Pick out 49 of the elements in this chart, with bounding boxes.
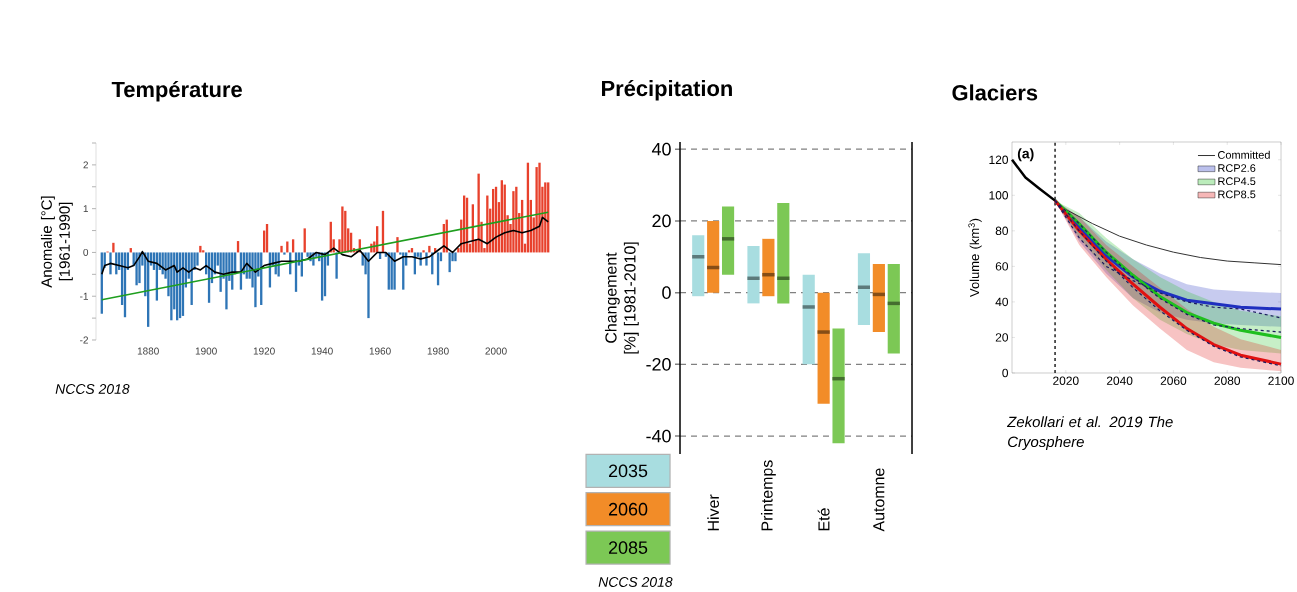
x-tick-label: 1980 — [427, 347, 449, 355]
y-tick-label: 100 — [989, 191, 1009, 200]
y-tick-label: -2 — [80, 336, 88, 344]
y-tick-label: 40 — [995, 297, 1009, 307]
y-tick-label: 60 — [995, 262, 1009, 271]
x-tick-label: Hiver — [707, 494, 719, 531]
text: 2035 — [609, 464, 648, 478]
y-tick-label: -40 — [646, 429, 671, 443]
y-tick-label: 0 — [1002, 368, 1009, 378]
y-axis-title: Anomalie [°C] [1961-1990] — [40, 196, 73, 288]
x-tick-label: 2080 — [1214, 376, 1241, 385]
y-tick-label: 20 — [652, 214, 671, 228]
x-tick-label: Printemps — [760, 460, 776, 531]
legend-label: RCP4.5 — [1218, 177, 1256, 186]
y-tick-label: 2 — [83, 161, 88, 169]
text: NCCS 2018 — [598, 577, 673, 587]
chart-title: Glaciers — [952, 84, 1038, 101]
x-tick-label: 1940 — [311, 347, 333, 355]
x-tick-label: 1900 — [195, 347, 217, 355]
y-tick-label: 120 — [989, 155, 1009, 164]
y-tick-label: 0 — [83, 248, 89, 256]
y-tick-label: 0 — [662, 286, 671, 299]
text: Zekollari et al. 2019 The Cryosphere — [1006, 416, 1173, 451]
text: NCCS 2018 — [55, 384, 130, 394]
y-tick-label: -20 — [646, 357, 671, 371]
annotation: (a) — [1017, 148, 1034, 162]
legend-label: Committed — [1218, 150, 1270, 159]
text: 2085 — [609, 541, 648, 554]
x-tick-label: 2000 — [485, 347, 507, 355]
x-tick-label: 1960 — [369, 347, 391, 355]
x-tick-label: 1880 — [137, 347, 159, 355]
y-tick-label: -1 — [80, 292, 88, 300]
legend-label: RCP8.5 — [1218, 190, 1256, 199]
chart-title: Précipitation — [602, 79, 732, 101]
legend-label: RCP2.6 — [1218, 164, 1256, 172]
y-axis-title: Changement [%] [1981-2010] — [604, 242, 639, 354]
y-tick-label: 40 — [651, 142, 671, 156]
x-tick-label: 2020 — [1053, 376, 1079, 385]
x-tick-label: Eté — [817, 508, 830, 531]
x-tick-label: 2100 — [1268, 376, 1294, 385]
y-tick-label: 80 — [995, 226, 1009, 236]
y-tick-label: 20 — [995, 333, 1009, 342]
x-tick-label: 2040 — [1106, 376, 1133, 385]
x-tick-label: 1920 — [253, 347, 275, 355]
y-tick-label: 1 — [83, 205, 88, 213]
chart-title: Température — [111, 80, 242, 102]
x-tick-label: Automne — [873, 468, 885, 532]
x-tick-label: 2060 — [1160, 376, 1187, 385]
y-axis-title: Volume (km$^{3}$) — [968, 218, 982, 297]
